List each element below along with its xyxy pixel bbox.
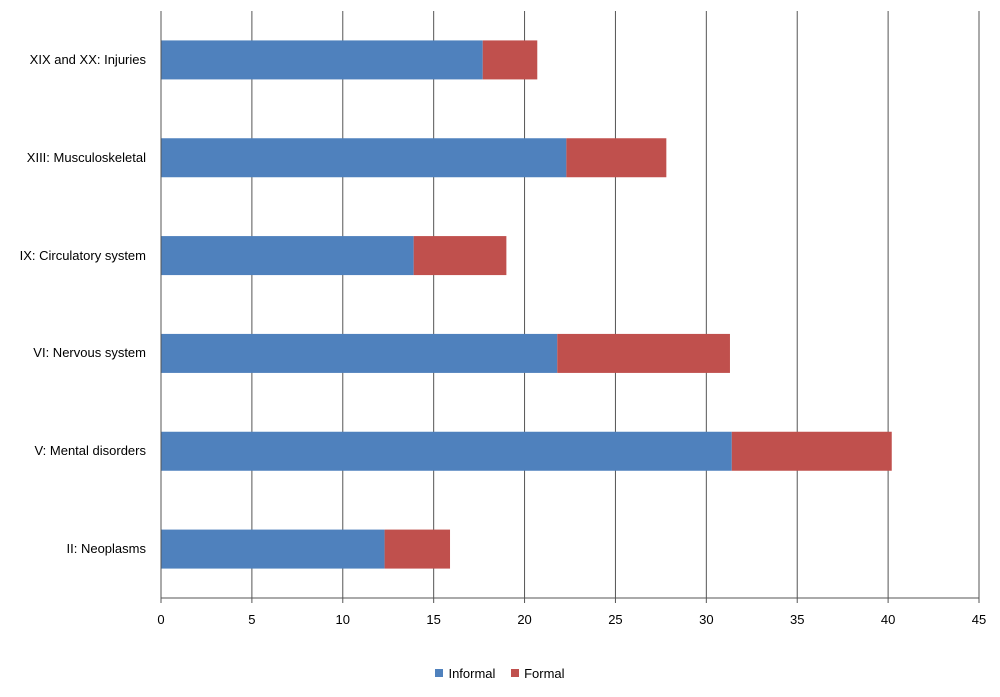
category-label: IX: Circulatory system xyxy=(19,247,146,263)
category-label: XIII: Musculoskeletal xyxy=(26,149,146,165)
legend-item-formal: Formal xyxy=(511,665,565,681)
x-tick-label: 5 xyxy=(248,612,256,627)
bar-formal xyxy=(566,138,667,178)
x-tick-label: 10 xyxy=(335,612,350,627)
x-tick-label: 30 xyxy=(699,612,714,627)
x-tick-label: 0 xyxy=(157,612,165,627)
bar-formal xyxy=(413,236,507,276)
x-tick-label: 25 xyxy=(608,612,623,627)
bar-formal xyxy=(557,333,730,373)
legend-label-informal: Informal xyxy=(448,665,496,681)
bar-formal xyxy=(384,529,451,569)
x-tick-label: 20 xyxy=(517,612,532,627)
category-label: XIX and XX: Injuries xyxy=(29,51,146,67)
legend-item-informal: Informal xyxy=(435,666,495,681)
legend: Informal Formal xyxy=(0,665,1000,681)
bar-formal xyxy=(482,40,538,80)
bar-informal xyxy=(161,431,732,471)
bar-informal xyxy=(161,40,483,80)
bar-informal xyxy=(161,333,558,373)
x-tick-label: 45 xyxy=(971,612,987,627)
legend-swatch-formal xyxy=(511,669,520,677)
bar-formal xyxy=(731,431,892,471)
legend-label-formal: Formal xyxy=(524,665,565,681)
x-tick-label: 40 xyxy=(880,612,896,627)
x-tick-label: 15 xyxy=(426,612,441,627)
bar-informal xyxy=(161,236,414,276)
x-tick-label: 35 xyxy=(789,612,805,627)
category-label: V: Mental disorders xyxy=(34,443,146,459)
category-label: II: Neoplasms xyxy=(66,541,146,557)
bar-informal xyxy=(161,138,567,178)
category-label: VI: Nervous system xyxy=(33,345,146,361)
legend-swatch-informal xyxy=(435,669,444,677)
bar-informal xyxy=(161,529,385,569)
